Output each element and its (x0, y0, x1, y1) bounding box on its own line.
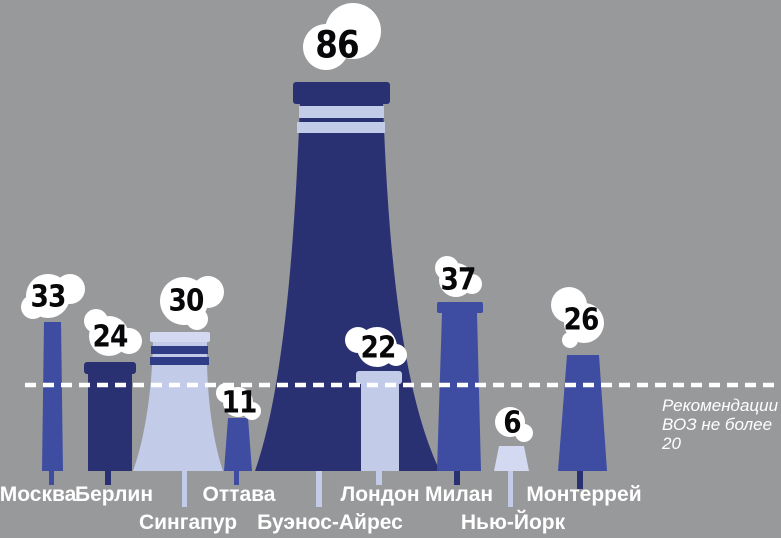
chimney-buenos-aires-stem (316, 471, 322, 507)
chimney-singapore-cap (150, 332, 210, 342)
chimney-buenos-aires (255, 82, 440, 507)
smoke-cloud-buenos-aires (303, 3, 381, 70)
city-label-singapore: Сингапур (138, 511, 238, 534)
city-label-ottawa: Оттава (202, 483, 276, 506)
chimney-berlin-body (88, 373, 132, 471)
city-label-moscow: Москва (0, 483, 77, 506)
chimney-milan-stem (454, 471, 460, 485)
smoke-cloud-london (345, 327, 407, 367)
smoke-cloud-singapore (160, 276, 224, 330)
chimney-london-stem (376, 471, 382, 485)
chimney-ottawa-stem (234, 471, 239, 485)
chimney-ottawa (224, 418, 252, 485)
chimney-new-york-stem (508, 471, 513, 507)
chimney-monterrey-stem (577, 471, 583, 489)
smoke-cloud-milan (435, 256, 482, 297)
value-badge-singapore: 30 (168, 283, 205, 319)
value-badge-milan: 37 (440, 262, 477, 298)
smoke-cloud-berlin (84, 309, 142, 356)
chimney-milan-cap (437, 302, 483, 313)
smoke-cloud-new-york (495, 407, 533, 442)
chimney-moscow (42, 322, 63, 485)
who-recommendation-note: Рекомендации ВОЗ не более 20 (662, 396, 781, 453)
chimney-berlin-cap (84, 362, 136, 374)
value-badge-new-york: 6 (503, 405, 521, 441)
who-note-line2: ВОЗ не более 20 (662, 415, 773, 453)
smoke-cloud-moscow (21, 274, 85, 319)
value-badge-buenos-aires: 86 (315, 23, 359, 67)
chimney-milan-body (437, 313, 481, 471)
chimney-london-body (361, 384, 399, 471)
chimney-london-cap (356, 371, 402, 384)
chimney-singapore-body (133, 342, 223, 471)
chimney-buenos-aires-cap (293, 82, 390, 104)
chimney-singapore-stripe (150, 357, 209, 365)
city-label-milan: Милан (424, 483, 494, 506)
city-label-buenos-aires: Буэнос-Айрес (257, 511, 403, 534)
chimney-monterrey-body (558, 355, 607, 471)
chimney-milan (437, 302, 483, 485)
city-label-new-york: Нью-Йорк (460, 511, 566, 534)
chimney-singapore (133, 332, 223, 507)
smoke-cloud-monterrey (551, 287, 604, 348)
value-badge-monterrey: 26 (563, 302, 600, 338)
city-label-monterrey: Монтеррей (526, 483, 642, 506)
chimney-new-york (494, 446, 529, 507)
value-badge-london: 22 (360, 330, 397, 366)
value-badge-moscow: 33 (30, 279, 67, 315)
smoke-cloud-ottawa (216, 383, 261, 420)
chimney-buenos-aires-stripe (297, 122, 385, 133)
chimney-london (356, 371, 402, 485)
chimney-berlin-stem (105, 471, 111, 485)
chimney-buenos-aires-body (255, 103, 440, 471)
city-label-berlin: Берлин (74, 483, 154, 506)
chimney-ottawa-body (224, 418, 252, 471)
chimney-new-york-body (494, 446, 529, 471)
city-label-london: Лондон (340, 483, 420, 506)
value-badge-berlin: 24 (92, 319, 129, 355)
chimney-singapore-stem (182, 471, 187, 507)
value-badge-ottawa: 11 (221, 385, 258, 421)
chimney-buenos-aires-stripe (299, 106, 384, 118)
chimney-moscow-stem (49, 471, 54, 485)
chimney-monterrey (558, 355, 607, 489)
who-note-line1: Рекомендации (662, 396, 779, 415)
chimney-berlin (84, 362, 136, 485)
chimney-moscow-body (42, 322, 63, 471)
chimney-singapore-stripe (151, 346, 208, 354)
